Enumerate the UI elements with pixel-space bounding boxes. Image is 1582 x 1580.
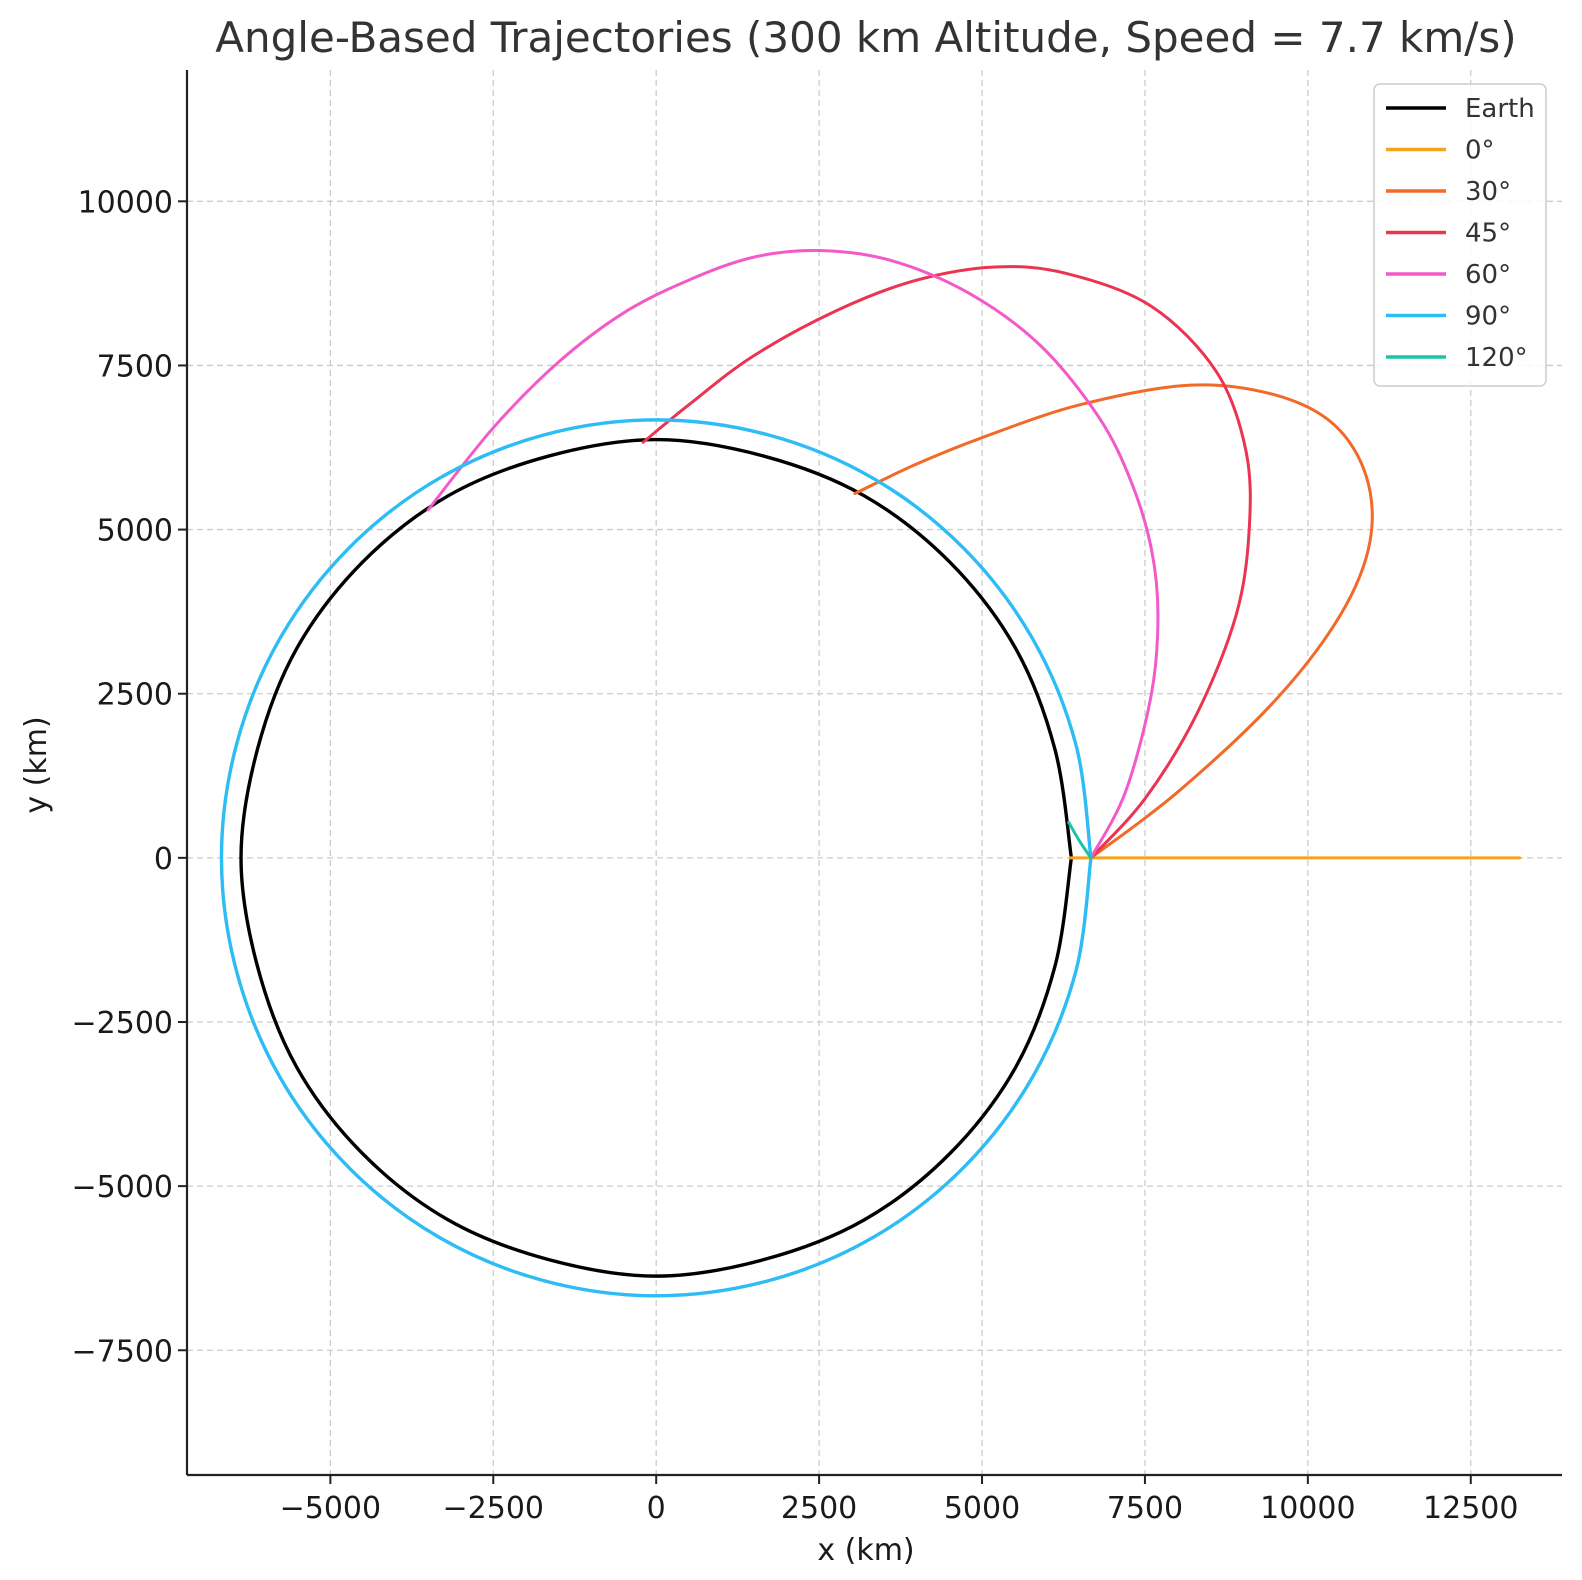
grid — [187, 70, 1562, 1475]
legend-box — [1373, 83, 1547, 387]
y-tick-label: 2500 — [97, 678, 173, 713]
y-tick-label: 0 — [154, 842, 173, 877]
legend-label-45deg: 45° — [1465, 219, 1511, 249]
y-tick-label: −2500 — [72, 1006, 173, 1041]
legend-label-0deg: 0° — [1465, 136, 1495, 166]
series-group — [219, 248, 1522, 1298]
x-tick-label: 2500 — [781, 1491, 857, 1526]
legend: Earth 0° 30° 45° 60° 90° 120° — [1373, 83, 1547, 387]
x-tick-label: 0 — [647, 1491, 666, 1526]
axes — [185, 70, 1562, 1477]
x-tick-label: 12500 — [1423, 1491, 1518, 1526]
x-axis-title: x (km) — [817, 1533, 914, 1568]
series-line-60deg — [426, 248, 1160, 860]
x-tick-label: −2500 — [443, 1491, 544, 1526]
x-tick-label: −5000 — [280, 1491, 381, 1526]
x-tick-label: 5000 — [944, 1491, 1020, 1526]
series-line-30deg — [853, 383, 1374, 860]
y-tick-label: −5000 — [72, 1170, 173, 1205]
series-line-90deg — [219, 418, 1093, 1298]
y-tick-label: 5000 — [97, 514, 173, 549]
chart-title: Angle-Based Trajectories (300 km Altitud… — [215, 13, 1516, 62]
x-tick-label: 7500 — [1107, 1491, 1183, 1526]
y-axis-title: y (km) — [19, 716, 54, 813]
y-tick-label: 10000 — [78, 185, 173, 220]
legend-label-30deg: 30° — [1465, 177, 1511, 207]
legend-label-earth: Earth — [1465, 94, 1535, 124]
x-tick-label: 10000 — [1260, 1491, 1355, 1526]
y-tick-label: −7500 — [72, 1334, 173, 1369]
legend-label-90deg: 90° — [1465, 302, 1511, 332]
legend-label-120deg: 120° — [1465, 343, 1528, 373]
y-tick-label: 7500 — [97, 349, 173, 384]
legend-label-60deg: 60° — [1465, 260, 1511, 290]
series-line-earth — [239, 437, 1074, 1278]
series-line-45deg — [641, 265, 1252, 860]
ticks: −5000 −2500 0 2500 5000 7500 10000 12500 −7500 −5… — [72, 185, 1519, 1526]
series-line-120deg — [1067, 820, 1093, 860]
